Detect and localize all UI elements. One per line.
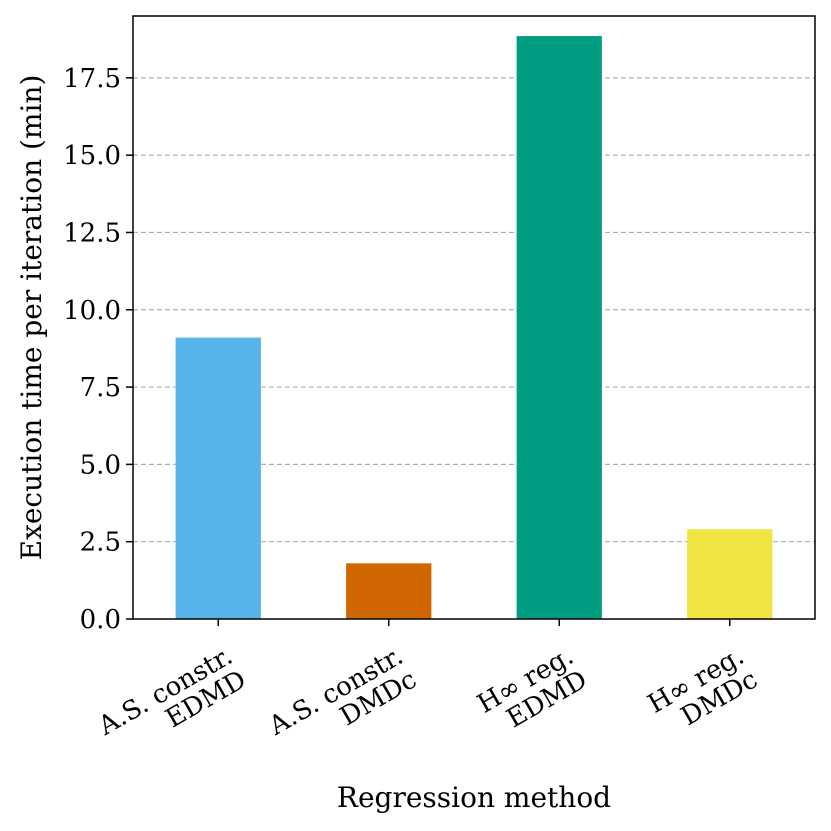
y-tick-label: 17.5 (63, 64, 121, 94)
y-tick-label: 5.0 (80, 450, 121, 480)
x-tick-label: H∞ reg.DMDc (643, 641, 763, 743)
y-tick-label: 10.0 (63, 296, 121, 326)
x-axis-ticks: A.S. constr.EDMD A.S. constr.DMDc H∞ reg.E… (93, 619, 763, 766)
x-axis-title: Regression method (337, 781, 611, 814)
bar (687, 529, 773, 619)
y-axis-title: Execution time per iteration (min) (15, 75, 48, 561)
y-tick-label: 15.0 (63, 141, 121, 171)
x-tick-label: A.S. constr.DMDc (263, 641, 422, 766)
y-tick-label: 2.5 (80, 528, 121, 558)
x-tick-label: H∞ reg.EDMD (473, 641, 593, 743)
bars (175, 36, 773, 620)
bar (346, 563, 432, 619)
y-tick-label: 7.5 (80, 373, 121, 403)
y-tick-label: 12.5 (63, 218, 121, 248)
bar (175, 337, 261, 619)
y-tick-label: 0.0 (80, 605, 121, 635)
x-tick-label: A.S. constr.EDMD (93, 641, 252, 766)
plot-frame (132, 15, 816, 620)
y-axis-ticks: 0.0 2.5 5.0 7.5 10.0 12.5 15.0 17.5 (63, 64, 133, 635)
bar (516, 36, 602, 620)
